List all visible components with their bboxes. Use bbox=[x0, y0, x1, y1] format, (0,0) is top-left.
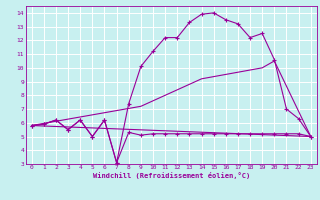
X-axis label: Windchill (Refroidissement éolien,°C): Windchill (Refroidissement éolien,°C) bbox=[92, 172, 250, 179]
